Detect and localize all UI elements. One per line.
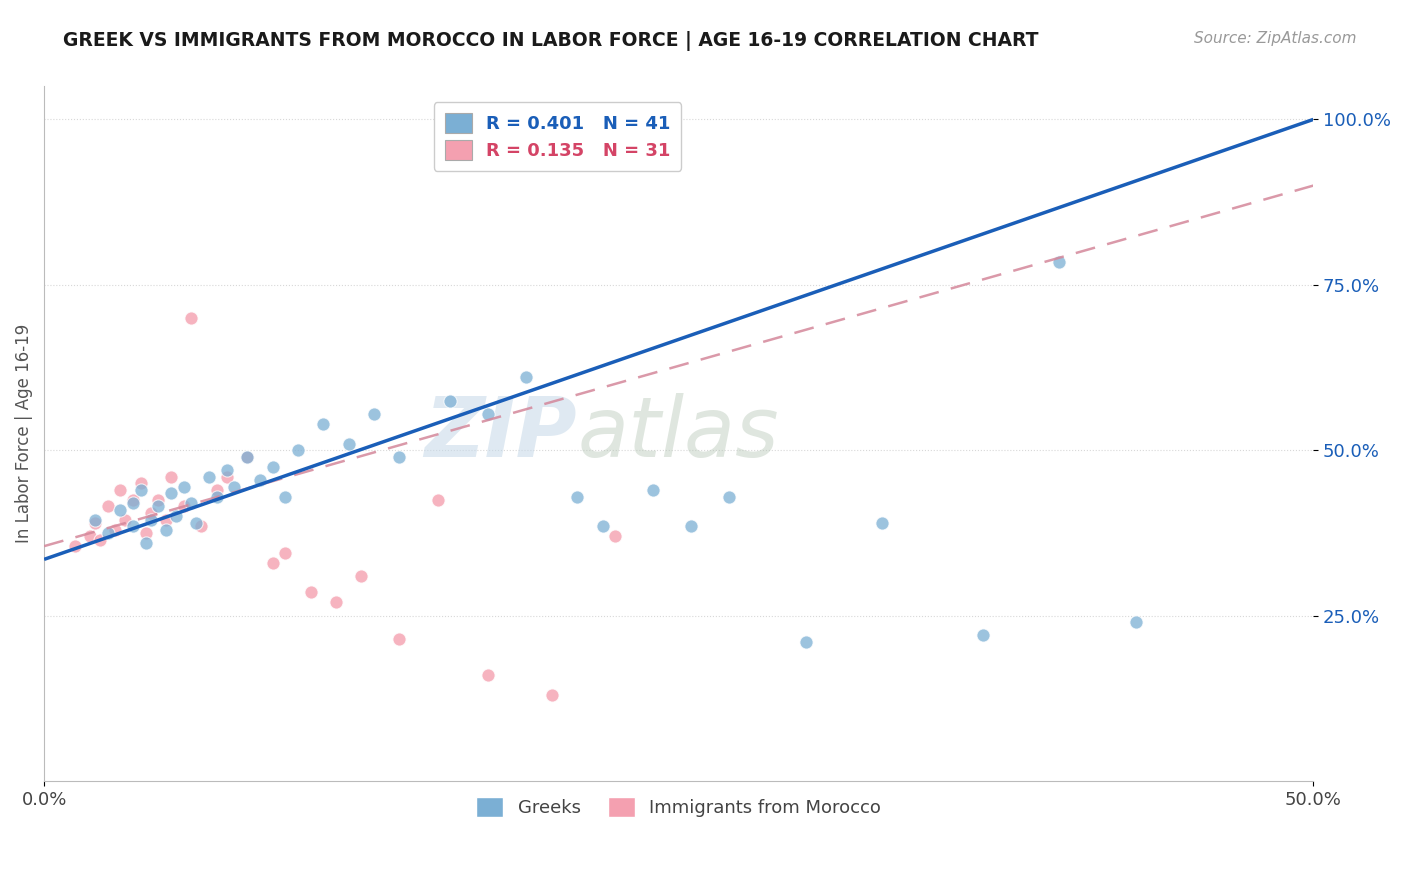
Point — [1049, 254, 1071, 268]
Point — [165, 509, 187, 524]
Point — [643, 483, 665, 497]
Point — [718, 490, 741, 504]
Point — [515, 370, 537, 384]
Point — [160, 469, 183, 483]
Text: atlas: atlas — [576, 393, 779, 475]
Point — [97, 500, 120, 514]
Point — [426, 492, 449, 507]
Point — [337, 436, 360, 450]
Point — [180, 496, 202, 510]
Point — [287, 443, 309, 458]
Point — [274, 546, 297, 560]
Point — [83, 513, 105, 527]
Point — [180, 310, 202, 325]
Text: GREEK VS IMMIGRANTS FROM MOROCCO IN LABOR FORCE | AGE 16-19 CORRELATION CHART: GREEK VS IMMIGRANTS FROM MOROCCO IN LABO… — [63, 31, 1039, 51]
Point — [122, 519, 145, 533]
Point — [155, 523, 177, 537]
Point — [388, 450, 411, 464]
Point — [110, 502, 132, 516]
Point — [198, 469, 221, 483]
Point — [215, 463, 238, 477]
Point — [122, 492, 145, 507]
Point — [794, 635, 817, 649]
Y-axis label: In Labor Force | Age 16-19: In Labor Force | Age 16-19 — [15, 324, 32, 543]
Point — [139, 513, 162, 527]
Point — [148, 500, 170, 514]
Point — [439, 393, 461, 408]
Point — [236, 450, 259, 464]
Point — [215, 469, 238, 483]
Point — [236, 450, 259, 464]
Point — [97, 525, 120, 540]
Point — [388, 632, 411, 646]
Point — [972, 628, 994, 642]
Point — [205, 490, 228, 504]
Point — [148, 492, 170, 507]
Point — [160, 486, 183, 500]
Point — [155, 513, 177, 527]
Point — [122, 496, 145, 510]
Point — [186, 516, 208, 530]
Point — [173, 480, 195, 494]
Point — [135, 536, 157, 550]
Point — [224, 480, 246, 494]
Point — [89, 533, 111, 547]
Point — [83, 516, 105, 530]
Point — [363, 407, 385, 421]
Point — [173, 500, 195, 514]
Point — [870, 516, 893, 530]
Point — [681, 519, 703, 533]
Point — [129, 483, 152, 497]
Point — [139, 506, 162, 520]
Point — [79, 529, 101, 543]
Point — [299, 585, 322, 599]
Point — [190, 519, 212, 533]
Point — [205, 483, 228, 497]
Text: Source: ZipAtlas.com: Source: ZipAtlas.com — [1194, 31, 1357, 46]
Point — [114, 513, 136, 527]
Point — [262, 556, 284, 570]
Point — [312, 417, 335, 431]
Point — [135, 525, 157, 540]
Point — [110, 483, 132, 497]
Text: ZIP: ZIP — [425, 393, 576, 475]
Point — [262, 459, 284, 474]
Point — [274, 490, 297, 504]
Point — [605, 529, 627, 543]
Point — [540, 688, 562, 702]
Point — [592, 519, 614, 533]
Point — [63, 539, 86, 553]
Point — [477, 407, 499, 421]
Point — [1125, 615, 1147, 630]
Point — [350, 569, 373, 583]
Legend: Greeks, Immigrants from Morocco: Greeks, Immigrants from Morocco — [470, 789, 889, 824]
Point — [325, 595, 347, 609]
Point — [104, 523, 127, 537]
Point — [565, 490, 588, 504]
Point — [249, 473, 271, 487]
Point — [477, 668, 499, 682]
Point — [129, 476, 152, 491]
